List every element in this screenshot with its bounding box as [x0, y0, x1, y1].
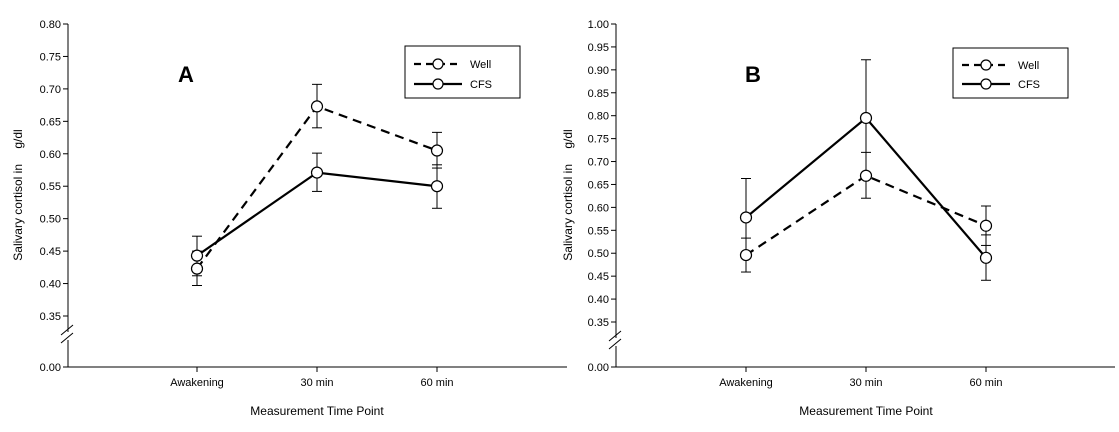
chart-b-panel-label: B — [745, 62, 761, 87]
chart-a: A 0.350.400.450.500.550.600.650.700.750.… — [11, 19, 567, 418]
chart-b-legend-box — [952, 47, 1069, 99]
chart-b-series-cfs-point — [979, 251, 993, 264]
chart-b-axis-break-mark — [608, 338, 622, 350]
chart-a-y-break-label: 0.00 — [40, 362, 61, 374]
chart-a-series-cfs-point — [190, 249, 204, 262]
chart-b-y-tick-label: 0.95 — [588, 42, 609, 54]
chart-b-y-axis-title-text: Salivary cortisol in — [561, 164, 575, 261]
chart-a-y-axis-title-text: Salivary cortisol in — [11, 164, 25, 261]
chart-b-y-tick-label: 0.55 — [588, 225, 609, 237]
chart-b-y-break-label: 0.00 — [588, 362, 609, 374]
chart-a-y-axis-title: Salivary cortisol in g/dl — [11, 129, 25, 260]
chart-b-series-well-point — [979, 219, 993, 232]
chart-a-x-ticks: Awakening 30 min 60 min — [170, 367, 454, 389]
chart-b-y-tick-label: 0.45 — [588, 271, 609, 283]
chart-a-legend-well-marker — [432, 58, 444, 70]
chart-a-series-well-point — [310, 100, 324, 113]
chart-b-legend-well-marker — [980, 59, 992, 71]
chart-b-x-ticks: Awakening 30 min 60 min — [719, 367, 1003, 389]
chart-a-y-tick-label: 0.35 — [40, 311, 61, 323]
chart-b-x-tick-label: 30 min — [849, 377, 882, 389]
chart-a-legend-well-label: Well — [470, 59, 491, 71]
chart-a-series-well-point — [190, 262, 204, 275]
chart-b-y-ticks: 0.35 0.40 0.45 0.50 0.55 0.60 0.65 0.70 0.75 0.80… — [588, 19, 616, 329]
chart-b-legend-well-label: Well — [1018, 60, 1039, 72]
chart-a-legend-cfs-marker — [432, 78, 444, 90]
chart-b-series-cfs-point — [859, 111, 873, 125]
chart-a-y-tick-label: 0.50 — [40, 214, 61, 226]
chart-a-x-tick-label: Awakening — [170, 377, 224, 389]
chart-a-series-cfs-point — [430, 180, 444, 193]
chart-a-series-well-point — [430, 144, 444, 157]
chart-b-series-well-point — [739, 248, 753, 262]
chart-a-y-tick-label: 0.55 — [40, 181, 61, 193]
chart-a-x-axis-title: Measurement Time Point — [250, 404, 384, 418]
chart-a-legend: Well CFS — [404, 45, 521, 99]
chart-a-y-tick-label: 0.75 — [40, 51, 61, 63]
chart-a-legend-cfs-label: CFS — [470, 79, 492, 91]
chart-a-y-axis-title-unit: g/dl — [11, 129, 25, 148]
chart-b-legend-cfs-label: CFS — [1018, 79, 1040, 91]
chart-a-panel-label: A — [178, 62, 194, 87]
chart-a-y-ticks: 0.35 0.40 0.45 0.50 0.55 0.60 0.65 0.70 0.75 0.80 — [40, 19, 68, 323]
chart-a-y-tick-label: 0.60 — [40, 149, 61, 161]
chart-a-y-tick-label: 0.45 — [40, 246, 61, 258]
chart-a-series — [190, 83, 444, 287]
chart-b-axis-break-mark — [608, 330, 622, 342]
chart-b-y-tick-label: 0.60 — [588, 202, 609, 214]
chart-a-series-cfs-point — [310, 166, 324, 179]
chart-a-legend-box — [404, 45, 521, 99]
chart-b-y-tick-label: 0.90 — [588, 65, 609, 77]
chart-b-x-axis-title: Measurement Time Point — [799, 404, 933, 418]
chart-b-y-axis-title: Salivary cortisol in g/dl — [561, 129, 575, 260]
chart-b-y-axis-title-unit: g/dl — [561, 129, 575, 148]
chart-a-y-tick-label: 0.80 — [40, 19, 61, 31]
chart-b-series-well-point — [859, 169, 873, 182]
chart-b-legend-cfs-marker — [980, 78, 992, 90]
chart-a-y-tick-label: 0.65 — [40, 116, 61, 128]
chart-b-y-tick-label: 1.00 — [588, 19, 609, 31]
chart-b-series — [739, 59, 993, 281]
chart-b-y-tick-label: 0.75 — [588, 134, 609, 146]
chart-b-y-tick-label: 0.70 — [588, 157, 609, 169]
chart-b-series-cfs-point — [739, 211, 753, 224]
chart-a-y-tick-label: 0.70 — [40, 84, 61, 96]
chart-b-x-tick-label: 60 min — [969, 377, 1002, 389]
chart-a-y-tick-label: 0.40 — [40, 279, 61, 291]
chart-a-x-tick-label: 30 min — [300, 377, 333, 389]
chart-b: B 0.350.400.450.500.550.600.650.700.750.… — [561, 19, 1115, 418]
chart-b-y-tick-label: 0.85 — [588, 88, 609, 100]
chart-a-axis-break-mark — [60, 332, 74, 344]
chart-b-y-tick-label: 0.80 — [588, 111, 609, 123]
chart-b-y-tick-label: 0.35 — [588, 317, 609, 329]
chart-a-x-tick-label: 60 min — [420, 377, 453, 389]
chart-b-y-tick-label: 0.40 — [588, 294, 609, 306]
chart-a-axis-break-mark — [60, 324, 74, 336]
chart-b-y-tick-label: 0.50 — [588, 248, 609, 260]
chart-b-legend: Well CFS — [952, 47, 1069, 99]
chart-b-y-tick-label: 0.65 — [588, 179, 609, 191]
chart-b-x-tick-label: Awakening — [719, 377, 773, 389]
